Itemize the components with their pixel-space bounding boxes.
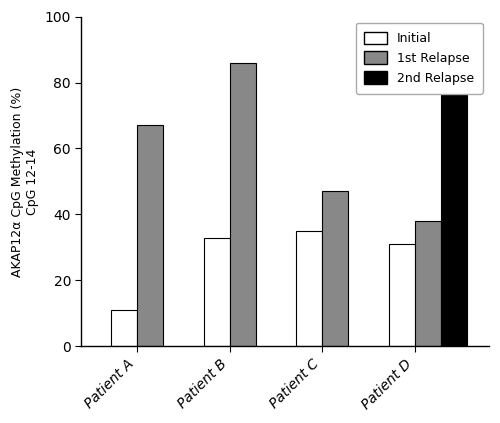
Bar xyxy=(440,82,466,346)
Bar xyxy=(322,191,348,346)
Legend: Initial, 1st Relapse, 2nd Relapse: Initial, 1st Relapse, 2nd Relapse xyxy=(356,23,482,94)
Bar xyxy=(137,125,163,346)
Bar xyxy=(230,63,256,346)
Y-axis label: AKAP12α CpG Methylation (%)
CpG 12-14: AKAP12α CpG Methylation (%) CpG 12-14 xyxy=(11,86,39,277)
Bar xyxy=(415,221,440,346)
Bar xyxy=(204,238,230,346)
Bar xyxy=(111,310,137,346)
Bar xyxy=(296,231,322,346)
Bar xyxy=(389,244,415,346)
